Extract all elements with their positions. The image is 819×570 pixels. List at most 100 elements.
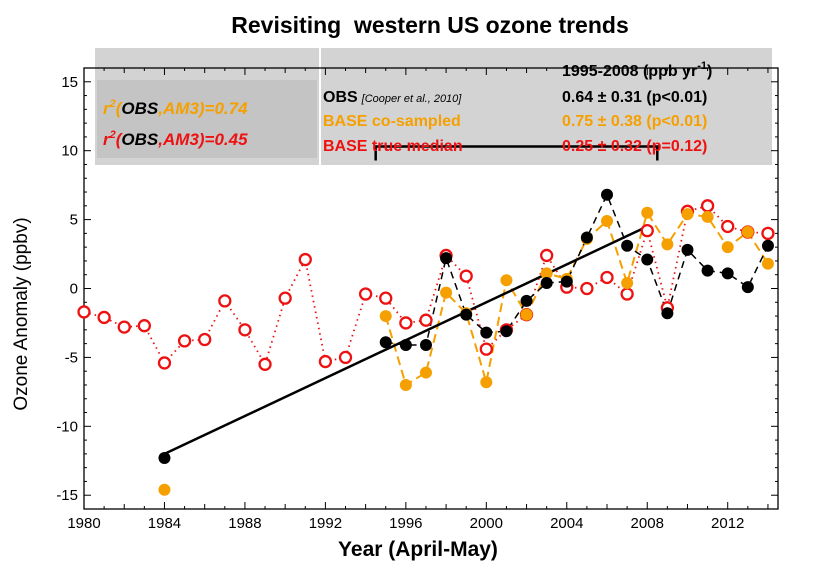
true-median-point	[419, 313, 433, 327]
cosampled-point	[601, 214, 614, 227]
cosampled-point	[419, 366, 432, 379]
x-tick-label: 2012	[711, 515, 744, 532]
true-median-point	[399, 316, 413, 330]
true-median-point	[157, 356, 172, 370]
obs-point	[641, 253, 654, 266]
trend-value-true-median: 0.25 ± 0.32 (p=0.12)	[562, 138, 707, 155]
cosampled-point	[158, 483, 171, 496]
obs-point	[158, 452, 171, 465]
r2-annotation-cosampled: r2(OBS,AM3)=0.74	[103, 98, 248, 118]
true-median-point	[238, 323, 252, 337]
x-tick-label: 1980	[67, 515, 100, 532]
x-tick-label: 1988	[228, 515, 261, 532]
trend-period-bracket	[374, 145, 659, 161]
true-median-point	[77, 305, 91, 319]
cosampled-point	[480, 376, 493, 389]
true-median-point	[479, 342, 493, 356]
obs-point	[520, 294, 533, 307]
obs-point	[379, 336, 392, 349]
cosampled-point	[379, 310, 392, 323]
obs-point	[601, 188, 614, 201]
cosampled-point	[741, 225, 754, 238]
cosampled-point	[520, 308, 533, 321]
series-line-true-median	[83, 204, 769, 367]
legend-label-cosampled: BASE co-sampled	[323, 113, 461, 130]
true-median-point	[761, 226, 775, 241]
y-tick-label: -5	[65, 349, 78, 366]
legend-box-left-inner	[97, 80, 317, 158]
true-median-point	[700, 199, 715, 213]
true-median-point	[278, 291, 292, 305]
obs-point	[761, 239, 774, 252]
cosampled-point	[761, 257, 774, 270]
x-tick-label: 2008	[631, 515, 664, 532]
true-median-point	[338, 350, 353, 365]
cosampled-point	[721, 241, 734, 254]
true-median-point	[459, 269, 473, 283]
true-median-point	[358, 287, 373, 301]
true-median-point	[198, 332, 212, 347]
true-median-point	[580, 281, 594, 296]
obs-point	[621, 239, 634, 252]
obs-point	[721, 267, 734, 280]
obs-point	[480, 326, 493, 339]
x-axis-label: Year (April-May)	[338, 538, 498, 561]
obs-point	[580, 231, 593, 244]
true-median-point	[177, 334, 192, 348]
cosampled-point	[621, 276, 634, 289]
trend-header: 1995-2008 (ppb yr-1)	[562, 60, 712, 80]
y-tick-label: 5	[70, 212, 78, 229]
true-median-point	[97, 310, 111, 325]
true-median-point	[721, 219, 735, 234]
obs-point	[419, 339, 432, 352]
y-tick-label: 15	[61, 74, 78, 91]
trend-value-obs: 0.64 ± 0.31 (p<0.01)	[562, 89, 707, 106]
y-tick-label: 0	[70, 281, 78, 298]
true-median-point	[137, 319, 151, 333]
trend-value-cosampled: 0.75 ± 0.38 (p<0.01)	[562, 113, 707, 130]
x-tick-label: 1984	[148, 515, 181, 532]
y-axis-label: Ozone Anomaly (ppbv)	[11, 217, 32, 410]
obs-point	[681, 243, 694, 256]
cosampled-point	[500, 274, 513, 287]
legend-label-true-median: BASE true median	[323, 138, 463, 155]
true-median-point	[640, 223, 654, 238]
obs-point	[741, 281, 754, 294]
obs-point	[440, 252, 453, 265]
obs-point	[560, 275, 573, 288]
true-median-point	[540, 248, 554, 263]
obs-point	[661, 307, 674, 320]
cosampled-point	[641, 206, 654, 219]
plot-axes: 1980 1984 1988 1992 1996 2000 2004 2008 2012 -15 -…	[56, 67, 779, 532]
x-tick-label: 2000	[470, 515, 503, 532]
y-tick-label: 10	[61, 143, 78, 160]
obs-point	[540, 276, 553, 289]
legend-label-obs: OBS [Cooper et al., 2010]	[323, 89, 462, 106]
true-median-point	[600, 270, 614, 285]
true-median-point	[620, 287, 634, 301]
plot-marks	[77, 145, 775, 496]
true-median-point	[379, 291, 393, 305]
true-median-point	[218, 294, 232, 308]
cosampled-point	[661, 238, 674, 251]
x-tick-label: 1992	[309, 515, 342, 532]
cosampled-point	[681, 208, 694, 221]
series-line-cosampled	[384, 210, 769, 387]
y-tick-label: -15	[56, 487, 78, 504]
obs-point	[500, 325, 513, 338]
y-tick-label: -10	[56, 418, 78, 435]
cosampled-point	[440, 286, 453, 299]
true-median-point	[258, 357, 272, 371]
true-median-point	[298, 252, 312, 267]
x-tick-label: 1996	[389, 515, 422, 532]
true-median-point	[117, 320, 131, 334]
r2-annotation-true-median: r2(OBS,AM3)=0.45	[103, 129, 248, 149]
cosampled-point	[540, 267, 553, 280]
cosampled-point	[399, 378, 412, 391]
true-median-point	[318, 354, 333, 369]
obs-point	[701, 264, 714, 277]
x-tick-label: 2004	[550, 515, 583, 532]
cosampled-point	[701, 210, 714, 223]
chart-title: Revisiting western US ozone trends	[231, 12, 628, 38]
